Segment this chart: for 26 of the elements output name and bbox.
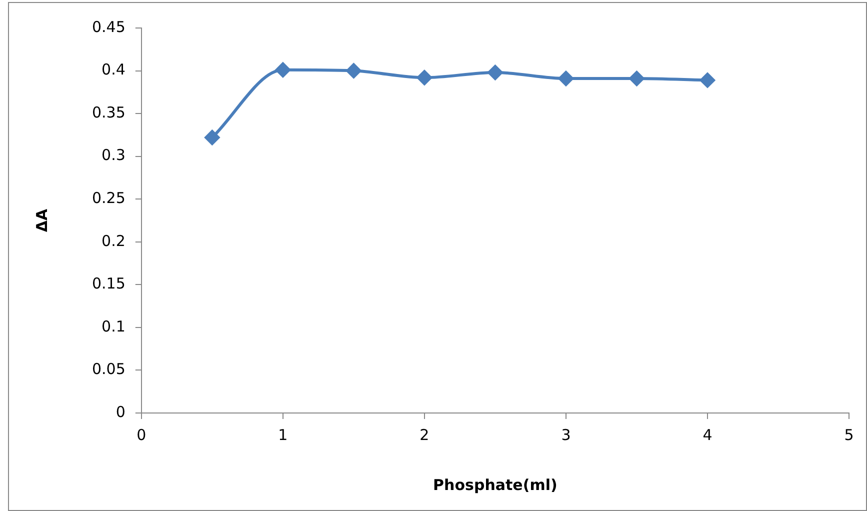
point — [700, 72, 715, 88]
y-tick-label: 0.05 — [92, 360, 126, 378]
y-tick-label: 0.15 — [92, 274, 126, 293]
y-tick-label: 0.35 — [92, 103, 126, 122]
x-tick-label: 0 — [136, 426, 146, 444]
y-tick-label: 0.1 — [102, 317, 126, 336]
x-tick-label: 1 — [278, 426, 288, 444]
x-tick-label: 5 — [844, 426, 854, 444]
point — [629, 70, 644, 86]
x-tick-label: 4 — [702, 426, 712, 444]
point — [204, 130, 220, 146]
point — [416, 70, 432, 86]
y-tick-label: 0 — [116, 402, 126, 421]
point — [346, 63, 362, 78]
y-tick-label: 0.45 — [92, 18, 126, 36]
y-axis-title: ΔA — [32, 208, 51, 232]
point — [558, 70, 574, 86]
x-tick-label: 3 — [561, 426, 571, 444]
point — [275, 62, 290, 78]
y-tick-label: 0.4 — [102, 60, 126, 79]
y-tick-label: 0.2 — [102, 232, 126, 250]
y-tick-label: 0.25 — [92, 189, 126, 207]
y-tick-label: 0.3 — [102, 146, 126, 164]
x-tick-label: 2 — [420, 426, 430, 444]
point — [488, 64, 503, 80]
x-axis-title: Phosphate(ml) — [433, 476, 558, 494]
